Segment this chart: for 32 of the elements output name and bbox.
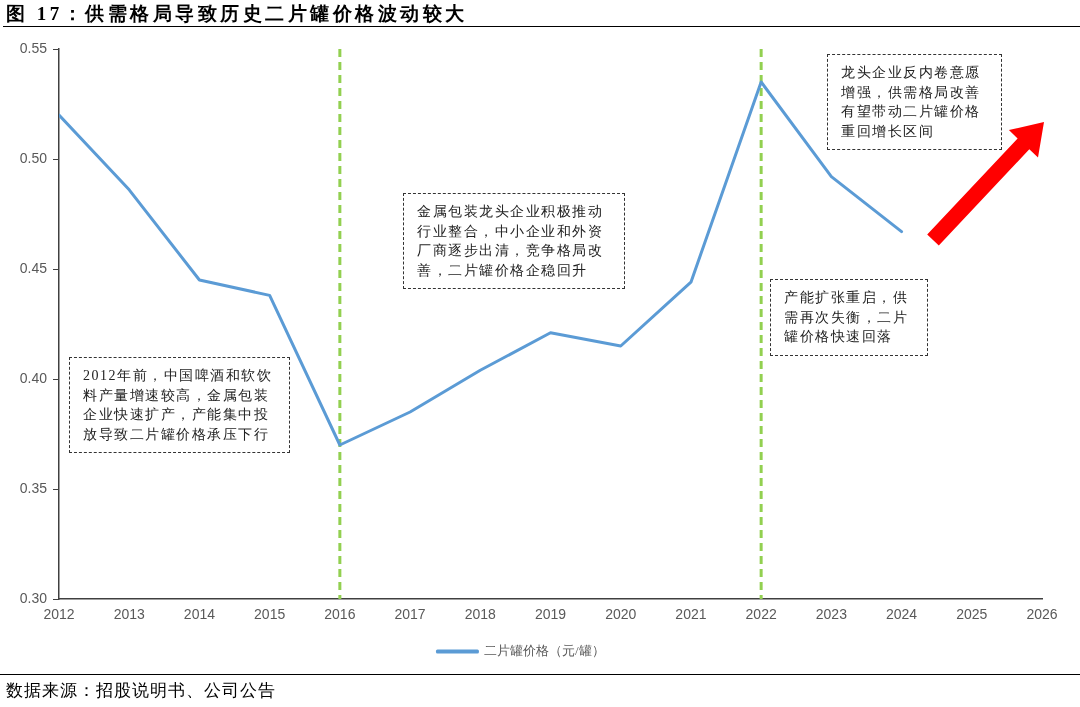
x-tick-label: 2020	[605, 606, 637, 623]
y-tick-label: 0.50	[19, 149, 48, 166]
chart-title: 图 17：供需格局导致历史二片罐价格波动较大	[6, 2, 468, 26]
y-tick-label: 0.35	[19, 479, 48, 496]
x-tick-label: 2025	[956, 606, 988, 623]
x-tick-label: 2017	[394, 606, 426, 623]
legend-label: 二片罐价格（元/罐）	[483, 642, 605, 658]
annotation: 产能扩张重启，供需再次失衡，二片罐价格快速回落	[784, 289, 909, 346]
x-tick-label: 2026	[1026, 606, 1058, 623]
note-box: 金属包装龙头企业积极推动行业整合，中小企业和外资厂商逐步出清，竞争格局改善，二片罐价格企稳回升	[403, 193, 625, 289]
annotation: 龙头企业反内卷意愿增强，供需格局改善有望带动二片罐价格重回增长区间	[841, 64, 982, 141]
y-tick-label: 0.45	[19, 259, 48, 276]
y-tick-label: 0.40	[19, 369, 48, 386]
x-tick-label: 2015	[254, 606, 286, 623]
x-tick-label: 2023	[815, 606, 848, 623]
y-tick-label: 0.30	[19, 589, 48, 606]
note-box: 龙头企业反内卷意愿增强，供需格局改善有望带动二片罐价格重回增长区间	[827, 54, 1002, 150]
note-box: 2012年前，中国啤酒和软饮料产量增速较高，金属包装企业快速扩产，产能集中投放导致二片罐价格承压下行	[69, 357, 290, 453]
x-tick-label: 2014	[183, 606, 216, 623]
x-tick-label: 2018	[464, 606, 497, 623]
x-tick-label: 2013	[113, 606, 145, 623]
y-tick-label: 0.55	[19, 39, 48, 56]
x-tick-label: 2016	[324, 606, 356, 623]
x-tick-label: 2024	[885, 606, 918, 623]
x-tick-label: 2019	[534, 606, 567, 623]
note-box: 产能扩张重启，供需再次失衡，二片罐价格快速回落	[770, 279, 928, 356]
source-note: 数据来源：招股说明书、公司公告	[6, 680, 277, 702]
x-tick-label: 2021	[675, 606, 707, 623]
x-tick-label: 2012	[43, 606, 75, 623]
annotation: 金属包装龙头企业积极推动行业整合，中小企业和外资厂商逐步出清，竞争格局改善，二片罐价格企稳回升	[417, 203, 604, 280]
annotation: 2012年前，中国啤酒和软饮料产量增速较高，金属包装企业快速扩产，产能集中投放导致二片罐价格承压下行	[83, 367, 273, 444]
x-tick-label: 2022	[745, 606, 777, 623]
